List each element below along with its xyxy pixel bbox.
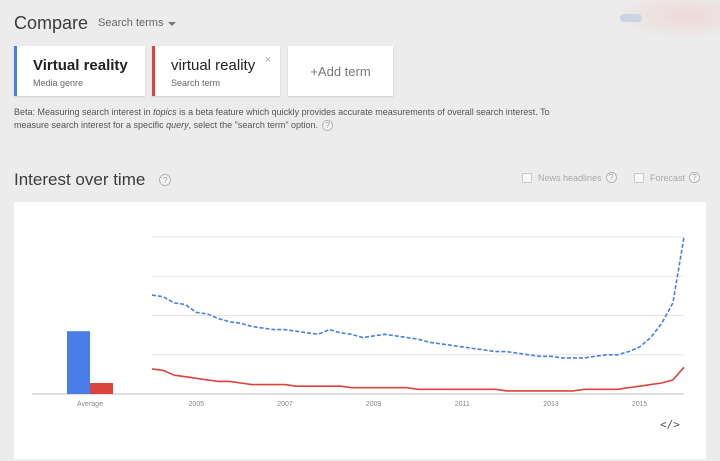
series-line xyxy=(151,236,685,359)
close-icon[interactable]: × xyxy=(264,54,271,66)
help-icon[interactable]: ? xyxy=(322,120,334,132)
help-icon[interactable]: ? xyxy=(605,172,617,183)
chart-panel: Average 2005 2007 2009 2011 2013 2015 </> xyxy=(14,202,706,459)
interest-over-time-title: Interest over time xyxy=(14,170,146,189)
beta-notice: Beta: Measuring search interest in topic… xyxy=(14,106,574,132)
term-label: Virtual reality xyxy=(33,57,128,74)
blurred-region-small xyxy=(620,14,642,22)
x-tick-label: 2015 xyxy=(632,401,648,408)
x-tick-label: 2009 xyxy=(366,401,382,408)
beta-text-2: is a beta feature which quickly provides… xyxy=(14,107,550,130)
beta-text-3: , select the "search term" option. xyxy=(188,120,319,130)
average-bar xyxy=(90,383,113,394)
help-icon[interactable]: ? xyxy=(159,174,172,186)
help-icon[interactable]: ? xyxy=(689,172,701,183)
news-headlines-label: News headlines xyxy=(538,172,602,183)
x-tick-label: 2007 xyxy=(277,401,293,408)
search-terms-label: Search terms xyxy=(98,17,164,29)
compare-title: Compare xyxy=(14,12,89,33)
term-type: Media genre xyxy=(33,78,84,88)
x-tick-label: 2011 xyxy=(455,401,470,408)
forecast-label: Forecast xyxy=(650,172,686,183)
average-bar xyxy=(67,331,90,394)
caret-down-icon xyxy=(168,21,177,26)
term-card-virtual-reality-topic[interactable]: Virtual reality Media genre xyxy=(14,46,145,96)
x-tick-label: 2005 xyxy=(189,401,205,408)
beta-topics: topics xyxy=(153,107,177,117)
add-term-label: +Add term xyxy=(310,63,371,79)
header: Compare Search terms xyxy=(14,10,177,36)
section-title: Interest over time ? xyxy=(14,170,172,190)
beta-query: query xyxy=(166,120,189,130)
search-terms-dropdown[interactable]: Search terms xyxy=(98,17,177,29)
news-headlines-checkbox[interactable] xyxy=(522,172,532,183)
series-line xyxy=(151,366,685,392)
news-headlines-option[interactable]: News headlines ? xyxy=(522,172,617,183)
average-label: Average xyxy=(77,401,103,408)
term-card-virtual-reality-search[interactable]: virtual reality Search term × xyxy=(152,46,280,96)
term-label: virtual reality xyxy=(171,57,256,74)
add-term-button[interactable]: +Add term xyxy=(288,46,393,96)
x-tick-label: 2013 xyxy=(543,401,559,408)
forecast-option[interactable]: Forecast ? xyxy=(634,172,701,183)
embed-code-icon[interactable]: </> xyxy=(660,418,680,431)
term-type: Search term xyxy=(171,78,221,88)
forecast-checkbox[interactable] xyxy=(634,172,644,183)
beta-text-1: Beta: Measuring search interest in xyxy=(14,107,154,117)
interest-chart: Average 2005 2007 2009 2011 2013 2015 xyxy=(32,236,685,408)
